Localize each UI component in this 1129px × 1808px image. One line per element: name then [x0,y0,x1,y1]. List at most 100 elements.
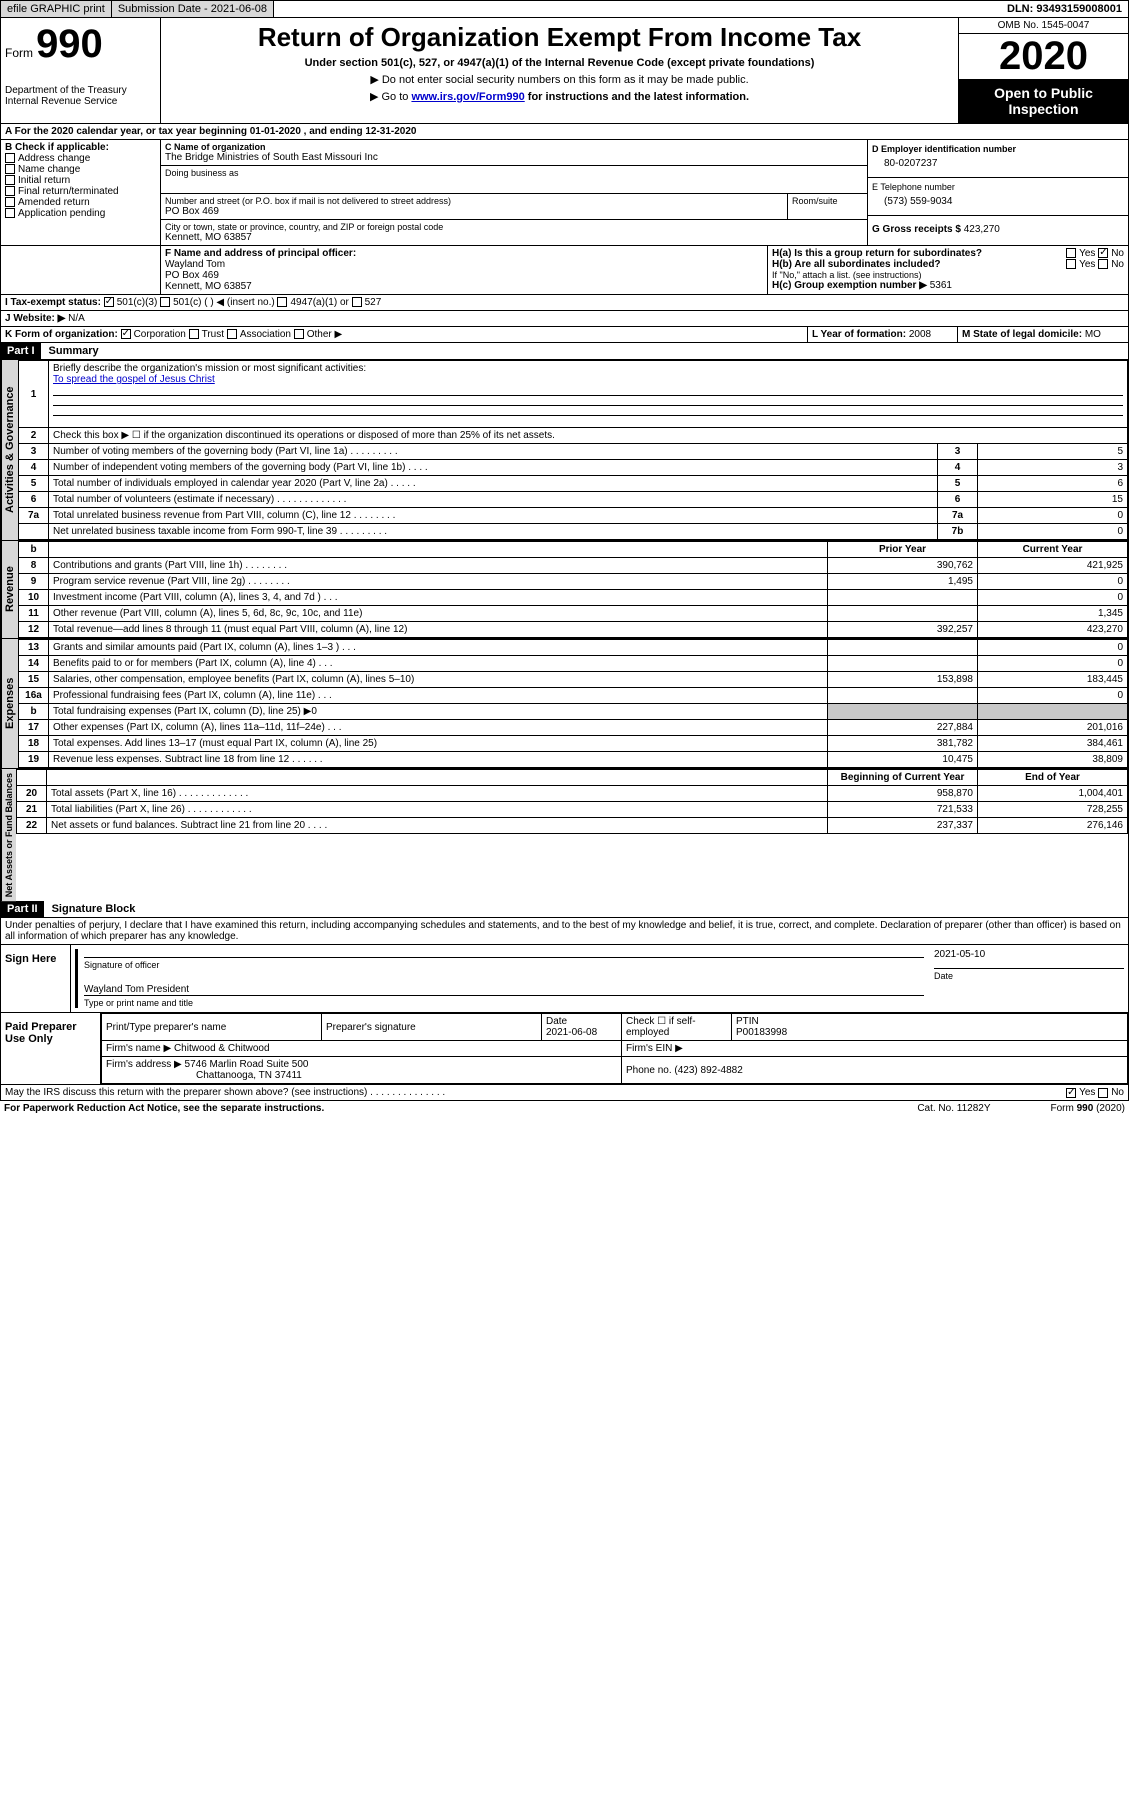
col-prior-year: Prior Year [828,542,978,558]
gross-receipts-label: G Gross receipts $ [872,224,961,235]
checkbox-501c3[interactable] [104,297,114,307]
checkbox-assoc[interactable] [227,329,237,339]
org-city: Kennett, MO 63857 [165,232,863,243]
vlabel-expenses: Expenses [1,639,18,768]
vlabel-net-assets: Net Assets or Fund Balances [1,769,16,901]
checkbox-initial-return[interactable]: Initial return [5,175,156,186]
checkbox-527[interactable] [352,297,362,307]
firm-ein: Firm's EIN ▶ [622,1041,1128,1057]
phone-value: (573) 559-9034 [872,192,1124,211]
vlabel-revenue: Revenue [1,541,18,638]
gross-receipts-value: 423,270 [964,224,1000,235]
dln-label: DLN: 93493159008001 [1001,1,1128,17]
summary-line-7b: Net unrelated business taxable income fr… [49,524,938,540]
ssn-note: ▶ Do not enter social security numbers o… [165,73,954,86]
self-employed-check[interactable]: Check ☐ if self-employed [622,1014,732,1041]
line-22: Net assets or fund balances. Subtract li… [47,818,828,834]
dba-label: Doing business as [165,168,863,178]
checkbox-501c[interactable] [160,297,170,307]
irs-link[interactable]: www.irs.gov/Form990 [411,91,524,103]
form-label: Form [5,46,33,60]
sign-date-label: Date [934,971,1124,981]
sig-officer-label: Signature of officer [84,960,924,970]
col-end-year: End of Year [978,770,1128,786]
checkbox-4947[interactable] [277,297,287,307]
part-i-header: Part I Summary [0,343,1129,360]
discuss-no[interactable] [1098,1088,1108,1098]
summary-line-5: Total number of individuals employed in … [49,476,938,492]
form-title: Return of Organization Exempt From Incom… [165,22,954,53]
paid-preparer-block: Paid Preparer Use Only Print/Type prepar… [0,1013,1129,1085]
name-title-label: Type or print name and title [84,998,924,1008]
checkbox-amended[interactable]: Amended return [5,197,156,208]
checkbox-corp[interactable] [121,329,131,339]
website-row: J Website: ▶ N/A [1,311,1128,326]
line-20: Total assets (Part X, line 16) . . . . .… [47,786,828,802]
website-note: ▶ Go to www.irs.gov/Form990 for instruct… [165,90,954,103]
line-21: Total liabilities (Part X, line 26) . . … [47,802,828,818]
summary-line-4: Number of independent voting members of … [49,460,938,476]
h-b-note: If "No," attach a list. (see instruction… [772,270,1124,280]
org-address: PO Box 469 [165,206,783,217]
tax-exempt-status: I Tax-exempt status: 501(c)(3) 501(c) ( … [1,295,1128,310]
form-header: Form 990 Department of the Treasury Inte… [0,18,1129,124]
line-16a: Professional fundraising fees (Part IX, … [49,688,828,704]
addr-label: Number and street (or P.O. box if mail i… [165,196,783,206]
checkbox-other[interactable] [294,329,304,339]
tax-year: 2020 [959,34,1128,79]
sign-date: 2021-05-10 [934,949,1124,960]
mission-label: Briefly describe the organization's miss… [49,361,1128,428]
preparer-date: Date2021-06-08 [542,1014,622,1041]
line-14: Benefits paid to or for members (Part IX… [49,656,828,672]
state-domicile: M State of legal domicile: MO [958,327,1128,342]
discuss-yes[interactable] [1066,1088,1076,1098]
checkbox-address-change[interactable]: Address change [5,153,156,164]
officer-city: Kennett, MO 63857 [165,281,763,292]
page-footer: For Paperwork Reduction Act Notice, see … [0,1101,1129,1116]
vlabel-governance: Activities & Governance [1,360,18,540]
firm-name: Firm's name ▶ Chitwood & Chitwood [102,1041,622,1057]
preparer-sig-label: Preparer's signature [322,1014,542,1041]
line-10: Investment income (Part VIII, column (A)… [49,590,828,606]
officer-printed-name: Wayland Tom President [84,984,189,995]
officer-name: Wayland Tom [165,259,763,270]
checkbox-name-change[interactable]: Name change [5,164,156,175]
col-current-year: Current Year [978,542,1128,558]
checkbox-trust[interactable] [189,329,199,339]
form-org-row: K Form of organization: Corporation Trus… [1,327,808,342]
summary-line-7a: Total unrelated business revenue from Pa… [49,508,938,524]
efile-print-button[interactable]: efile GRAPHIC print [1,1,112,17]
line-8: Contributions and grants (Part VIII, lin… [49,558,828,574]
firm-phone: Phone no. (423) 892-4882 [622,1057,1128,1084]
dept-treasury: Department of the Treasury [5,85,156,96]
line-17: Other expenses (Part IX, column (A), lin… [49,720,828,736]
line-15: Salaries, other compensation, employee b… [49,672,828,688]
city-label: City or town, state or province, country… [165,222,863,232]
form-number: 990 [36,22,103,66]
box-b: B Check if applicable: Address change Na… [1,140,161,245]
line-18: Total expenses. Add lines 13–17 (must eq… [49,736,828,752]
checkbox-final-return[interactable]: Final return/terminated [5,186,156,197]
org-name: The Bridge Ministries of South East Miss… [165,152,863,163]
ein-value: 80-0207237 [872,154,1124,173]
checkbox-app-pending[interactable]: Application pending [5,208,156,219]
preparer-name-label: Print/Type preparer's name [102,1014,322,1041]
summary-line-6: Total number of volunteers (estimate if … [49,492,938,508]
line-19: Revenue less expenses. Subtract line 18 … [49,752,828,768]
mission-text[interactable]: To spread the gospel of Jesus Christ [53,374,215,385]
irs-label: Internal Revenue Service [5,96,156,107]
period-line: A For the 2020 calendar year, or tax yea… [1,124,1128,139]
h-c: H(c) Group exemption number ▶ 5361 [772,280,1124,291]
officer-addr: PO Box 469 [165,270,763,281]
perjury-statement: Under penalties of perjury, I declare th… [0,918,1129,945]
discontinued-check: Check this box ▶ ☐ if the organization d… [49,428,1128,444]
summary-line-3: Number of voting members of the governin… [49,444,938,460]
org-name-label: C Name of organization [165,142,863,152]
ein-label: D Employer identification number [872,144,1124,154]
line-12: Total revenue—add lines 8 through 11 (mu… [49,622,828,638]
submission-date-button[interactable]: Submission Date - 2021-06-08 [112,1,274,17]
h-a: H(a) Is this a group return for subordin… [772,248,1124,259]
form-subtitle: Under section 501(c), 527, or 4947(a)(1)… [165,57,954,69]
h-b: H(b) Are all subordinates included? Yes … [772,259,1124,270]
line-11: Other revenue (Part VIII, column (A), li… [49,606,828,622]
